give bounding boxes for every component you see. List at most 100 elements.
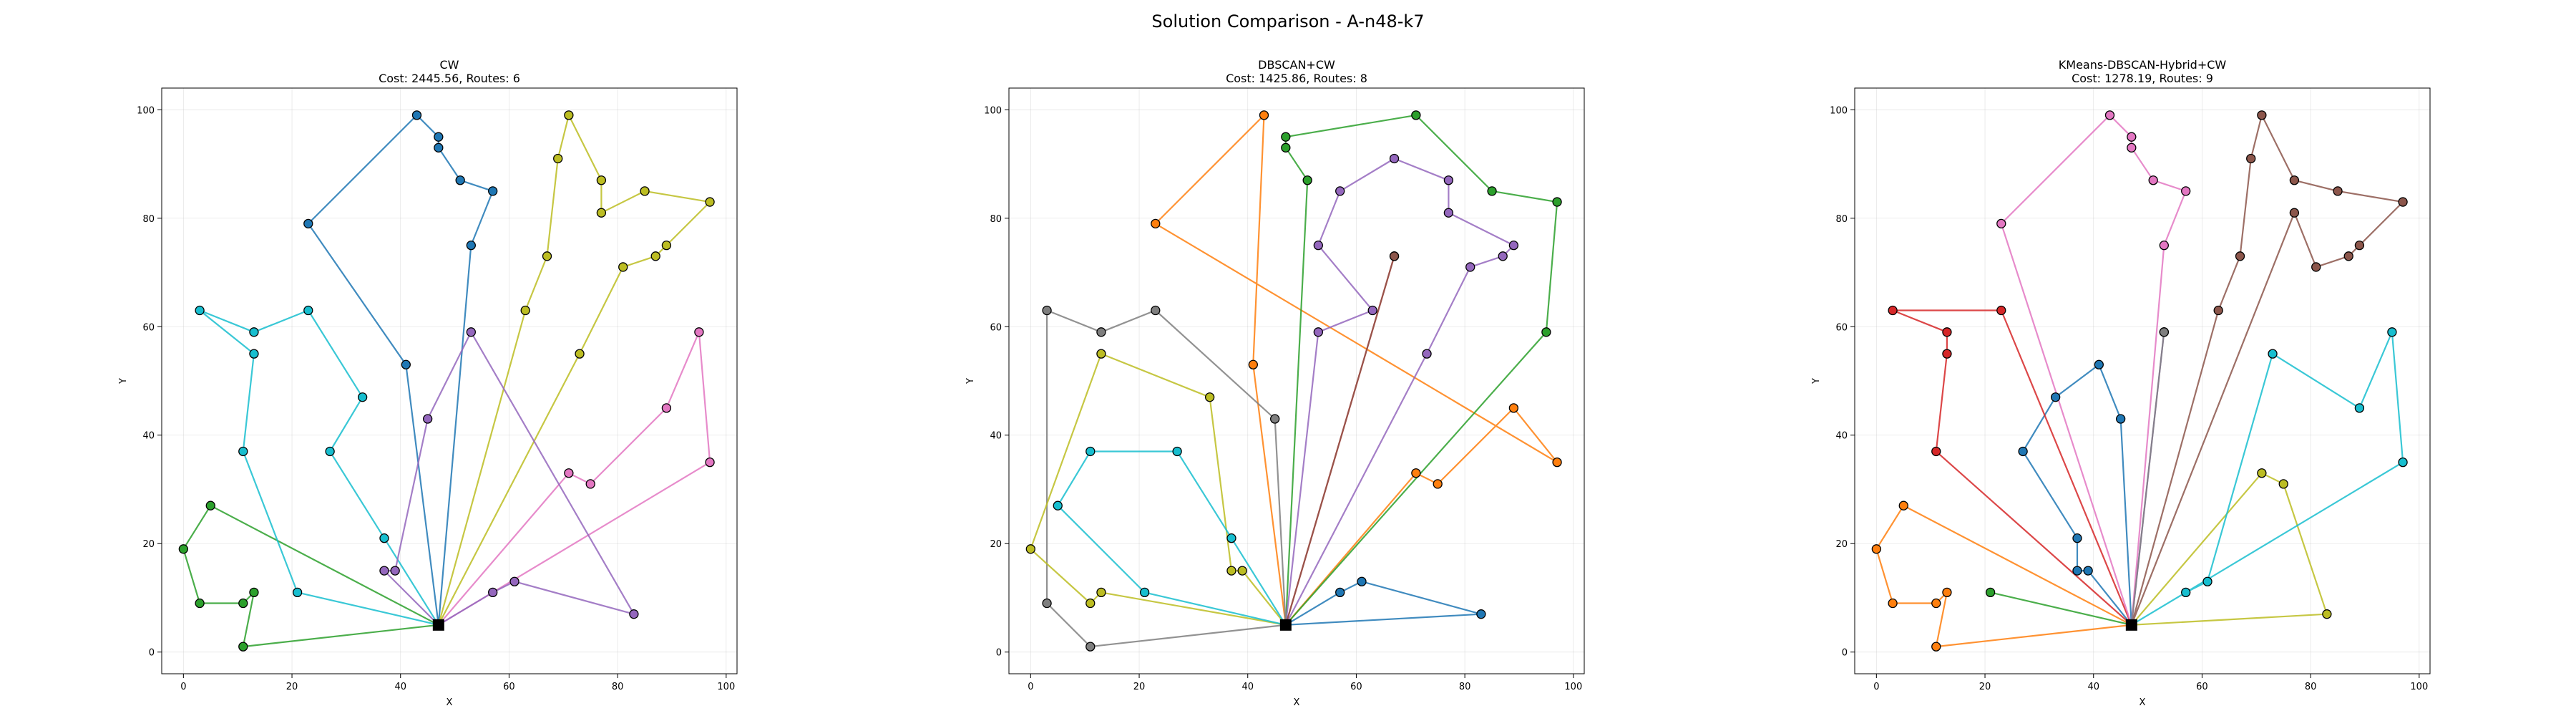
customer-point — [2278, 479, 2288, 489]
customer-point — [596, 208, 607, 218]
customer-point — [1313, 240, 1323, 251]
plot-frame — [1854, 87, 2431, 674]
customer-point — [694, 327, 704, 337]
depot-marker — [432, 619, 444, 631]
customer-point — [379, 566, 389, 576]
subplot-title: CW — [440, 58, 459, 72]
customer-point — [596, 175, 607, 185]
customer-point — [411, 110, 422, 120]
customer-point — [2072, 533, 2082, 543]
customer-point — [2354, 403, 2365, 413]
customer-point — [1085, 642, 1096, 652]
customer-point — [325, 446, 335, 457]
customer-point — [1389, 153, 1400, 164]
x-tick-label: 40 — [2087, 682, 2099, 692]
y-tick-label: 20 — [142, 539, 155, 550]
route-line-1 — [307, 114, 494, 625]
customer-point — [1996, 218, 2006, 229]
x-tick-label: 60 — [2196, 682, 2208, 692]
customer-point — [1270, 414, 1280, 424]
customer-point — [640, 186, 650, 196]
y-tick-label: 40 — [1835, 431, 1848, 442]
customer-point — [488, 186, 498, 196]
y-tick-label: 100 — [984, 105, 1002, 116]
customer-point — [1281, 132, 1291, 142]
x-tick-label: 100 — [717, 682, 735, 692]
customer-point — [2127, 142, 2137, 153]
customer-point — [2050, 392, 2061, 402]
customer-point — [195, 305, 205, 316]
customer-point — [303, 305, 313, 316]
customer-point — [1096, 587, 1106, 598]
customer-point — [2148, 175, 2158, 185]
customer-point — [1042, 305, 1052, 316]
x-tick-label: 80 — [2305, 682, 2317, 692]
customer-point — [2354, 240, 2365, 251]
customer-point — [1931, 598, 1941, 609]
customer-point — [585, 479, 595, 489]
customer-point — [1335, 587, 1345, 598]
customer-point — [2127, 132, 2137, 142]
customer-point — [1313, 327, 1323, 337]
depot-marker — [2125, 619, 2137, 631]
y-tick-label: 40 — [142, 431, 155, 442]
customer-point — [1931, 446, 1941, 457]
plot-frame — [161, 87, 738, 674]
x-tick-label: 20 — [286, 682, 298, 692]
customer-point — [1871, 544, 1881, 554]
customer-point — [2181, 587, 2191, 598]
route-line-2 — [1875, 505, 2132, 648]
y-tick-label: 100 — [1830, 105, 1848, 116]
customer-point — [1281, 142, 1291, 153]
subplot-subtitle: Cost: 1278.19, Routes: 9 — [2072, 72, 2213, 85]
customer-point — [249, 587, 259, 598]
customer-point — [2387, 327, 2397, 337]
figure-suptitle: Solution Comparison - A-n48-k7 — [1151, 11, 1424, 32]
customer-point — [1508, 403, 1519, 413]
customer-point — [1302, 175, 1312, 185]
customer-point — [1367, 305, 1377, 316]
y-tick-label: 80 — [1835, 214, 1848, 225]
customer-point — [455, 175, 465, 185]
customer-point — [1259, 110, 1269, 120]
customer-point — [2181, 186, 2191, 196]
customer-point — [178, 544, 188, 554]
customer-point — [1996, 305, 2006, 316]
customer-point — [2257, 110, 2267, 120]
customer-point — [520, 305, 530, 316]
customer-point — [466, 327, 476, 337]
customer-point — [1985, 587, 1996, 598]
customer-point — [1487, 186, 1497, 196]
customer-point — [1172, 446, 1182, 457]
customer-point — [1204, 392, 1215, 402]
route-line-5 — [1284, 158, 1515, 626]
customer-point — [564, 468, 574, 478]
x-tick-label: 80 — [612, 682, 624, 692]
customer-point — [1237, 566, 1247, 576]
customer-point — [1552, 457, 1562, 468]
customer-point — [1389, 251, 1400, 261]
customer-point — [390, 566, 400, 576]
x-tick-label: 0 — [1028, 682, 1033, 692]
customer-point — [1085, 598, 1096, 609]
y-tick-label: 60 — [142, 322, 155, 333]
x-tick-label: 100 — [1564, 682, 1582, 692]
customer-point — [1443, 175, 1454, 185]
customer-point — [2257, 468, 2267, 478]
customer-point — [1552, 197, 1562, 207]
route-line-7 — [1045, 309, 1287, 648]
customer-point — [2018, 446, 2028, 457]
customer-point — [705, 197, 715, 207]
customer-point — [1443, 208, 1454, 218]
customer-point — [661, 240, 672, 251]
customer-point — [1541, 327, 1551, 337]
customer-point — [238, 446, 248, 457]
y-tick-label: 60 — [990, 322, 1002, 333]
customer-point — [1248, 359, 1258, 369]
customer-point — [1942, 327, 1952, 337]
customer-point — [1335, 186, 1345, 196]
customer-point — [249, 327, 259, 337]
customer-point — [2322, 609, 2332, 619]
customer-point — [1226, 566, 1236, 576]
customer-point — [1931, 642, 1941, 652]
